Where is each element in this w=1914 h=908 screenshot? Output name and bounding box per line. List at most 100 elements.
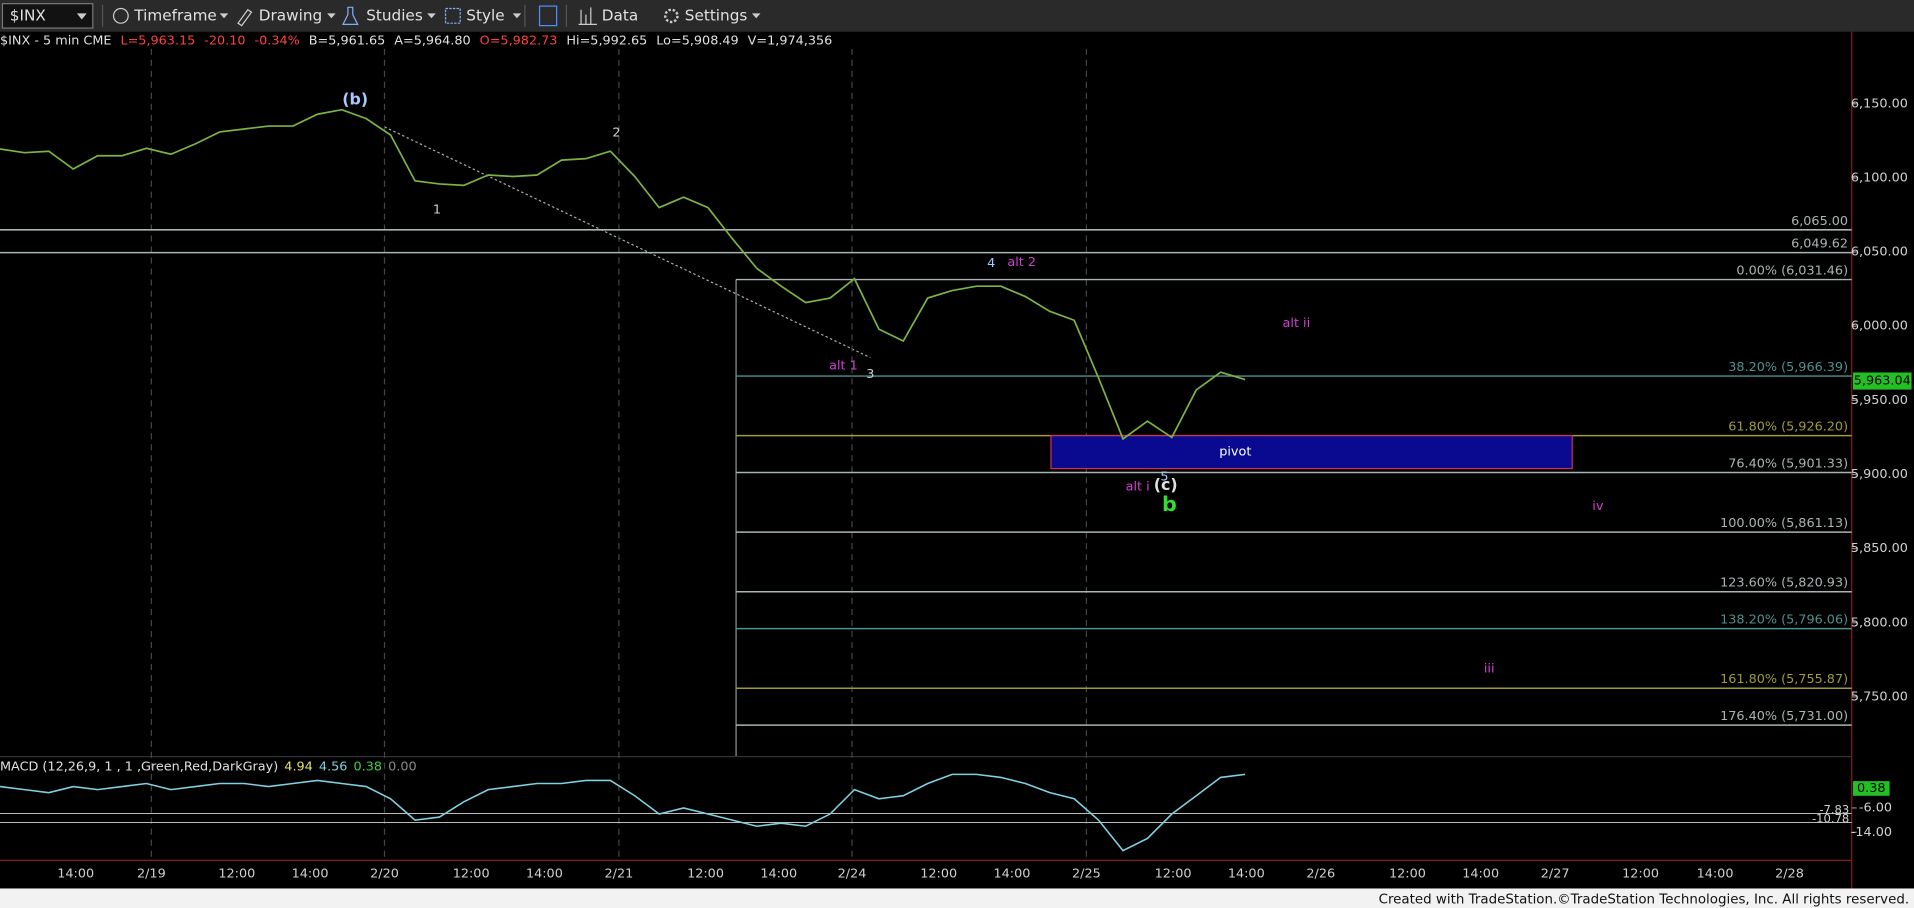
wave-label: 4 xyxy=(987,256,995,271)
x-tick-label: 2/27 xyxy=(1541,866,1570,881)
quote-volume: V=1,974,356 xyxy=(748,33,833,48)
macd-title: MACD (12,26,9, 1 , 1 ,Green,Red,DarkGray… xyxy=(0,759,278,774)
y-tick-label: -14.00 xyxy=(1851,825,1892,840)
x-tick-label: 12:00 xyxy=(687,866,724,881)
fib-label: 61.80% (5,926.20) xyxy=(1728,420,1848,435)
wave-label: alt 2 xyxy=(1007,255,1036,270)
fib-label: 176.40% (5,731.00) xyxy=(1720,709,1848,724)
toolbar xyxy=(0,0,1914,32)
fib-label: 123.60% (5,820.93) xyxy=(1720,576,1848,591)
wave-label: 2 xyxy=(612,126,620,141)
x-tick-label: 14:00 xyxy=(292,866,329,881)
y-tick-label: 6,100.00 xyxy=(1851,170,1908,185)
last-price-label: 5,963.04 xyxy=(1854,374,1911,389)
x-tick-label: 12:00 xyxy=(218,866,255,881)
macd-last-tag xyxy=(1852,781,1890,796)
footer-text: Created with TradeStation.©TradeStation … xyxy=(1379,892,1910,907)
toolbar-item[interactable]: Studies xyxy=(366,6,423,24)
x-tick-label: 2/25 xyxy=(1072,866,1101,881)
wave-label: iv xyxy=(1592,499,1604,514)
x-tick-label: 2/26 xyxy=(1306,866,1335,881)
x-tick-label: 2/19 xyxy=(137,866,166,881)
quote-open: O=5,982.73 xyxy=(480,33,558,48)
studies-icon xyxy=(342,6,359,26)
macd-legend: MACD (12,26,9, 1 , 1 ,Green,Red,DarkGray… xyxy=(0,759,417,774)
quote-percent: -0.34% xyxy=(254,33,299,48)
settings-icon xyxy=(664,8,679,24)
toolbar-item[interactable]: Style xyxy=(466,6,504,24)
fib-label: 161.80% (5,755.87) xyxy=(1720,672,1848,687)
dropdown-arrow xyxy=(219,13,229,19)
last-price-tag xyxy=(1852,372,1912,390)
y-tick-label: 6,150.00 xyxy=(1851,96,1908,111)
macd-reading: 4.56 xyxy=(319,759,348,774)
x-tick-label: 14:00 xyxy=(57,866,94,881)
toolbar-item[interactable]: Timeframe xyxy=(133,6,217,24)
fib-label: 100.00% (5,861.13) xyxy=(1720,516,1848,531)
y-tick-label: 5,850.00 xyxy=(1851,541,1908,556)
quote-last: L=5,963.15 xyxy=(120,33,195,48)
fib-label: 0.00% (6,031.46) xyxy=(1736,264,1848,279)
symbol[interactable]: $INX xyxy=(10,6,46,24)
pivot-label: pivot xyxy=(1219,445,1251,460)
symbol-box[interactable] xyxy=(1,3,94,29)
x-tick-label: 14:00 xyxy=(526,866,563,881)
layout-icon[interactable] xyxy=(538,5,558,27)
macd-reading: 0.00 xyxy=(388,759,417,774)
y-tick-label: 6,050.00 xyxy=(1851,245,1908,260)
x-tick-label: 2/20 xyxy=(370,866,399,881)
x-tick-label: 2/24 xyxy=(838,866,867,881)
x-tick-label: 12:00 xyxy=(1389,866,1426,881)
y-tick-label: 5,900.00 xyxy=(1851,467,1908,482)
level-label: 6,065.00 xyxy=(1791,214,1848,229)
y-tick-label: 5,950.00 xyxy=(1851,393,1908,408)
wave-label: (b) xyxy=(342,90,368,109)
macd-reading: 4.94 xyxy=(284,759,313,774)
x-tick-label: 14:00 xyxy=(1462,866,1499,881)
x-tick-label: 14:00 xyxy=(993,866,1030,881)
x-tick-label: 2/28 xyxy=(1775,866,1804,881)
y-tick-label: 5,750.00 xyxy=(1851,689,1908,704)
style-icon xyxy=(444,7,461,24)
toolbar-item[interactable]: Data xyxy=(602,6,638,24)
quote-change: -20.10 xyxy=(204,33,245,48)
wave-label: b xyxy=(1162,492,1177,516)
macd-level-label: -10.78 xyxy=(1812,811,1849,825)
toolbar-item[interactable]: Settings xyxy=(685,6,748,24)
quote-line: $INX - 5 min CME L=5,963.15 -20.10 -0.34… xyxy=(0,33,832,48)
wave-label: 1 xyxy=(433,202,441,217)
fib-label: 38.20% (5,966.39) xyxy=(1728,360,1848,375)
dropdown-arrow xyxy=(427,13,436,19)
dropdown-arrow xyxy=(512,13,522,19)
dropdown-arrow xyxy=(751,13,761,19)
data-icon xyxy=(578,7,597,26)
y-tick-label: 5,800.00 xyxy=(1851,615,1908,630)
x-tick-label: 12:00 xyxy=(453,866,490,881)
dropdown-arrow xyxy=(76,13,87,20)
timeframe-icon xyxy=(112,7,129,24)
macd-reading: 0.38 xyxy=(354,759,383,774)
x-tick-label: 12:00 xyxy=(1622,866,1659,881)
level-label: 6,049.62 xyxy=(1791,237,1848,252)
wave-label: iii xyxy=(1484,661,1495,676)
macd-level-label: -7.83 xyxy=(1819,802,1849,816)
price-line xyxy=(0,108,1246,441)
wave-label: (c) xyxy=(1154,475,1178,494)
x-tick-label: 12:00 xyxy=(920,866,957,881)
macd-line xyxy=(0,773,1246,852)
fib-label: 138.20% (5,796.06) xyxy=(1720,613,1848,628)
dropdown-arrow xyxy=(327,13,336,19)
macd-last-label: 0.38 xyxy=(1857,781,1886,796)
wave-label: alt ii xyxy=(1283,316,1311,331)
drawing-icon xyxy=(237,8,253,27)
x-tick-label: 2/21 xyxy=(604,866,633,881)
x-tick-label: 12:00 xyxy=(1155,866,1192,881)
wave-label: 5 xyxy=(1160,470,1168,485)
toolbar-item[interactable]: Drawing xyxy=(259,6,322,24)
quote-ask: A=5,964.80 xyxy=(394,33,470,48)
x-tick-label: 14:00 xyxy=(760,866,797,881)
pivot-zone xyxy=(1050,435,1573,470)
quote-low: Lo=5,908.49 xyxy=(656,33,738,48)
quote-symbol: $INX - 5 min CME xyxy=(0,33,111,48)
